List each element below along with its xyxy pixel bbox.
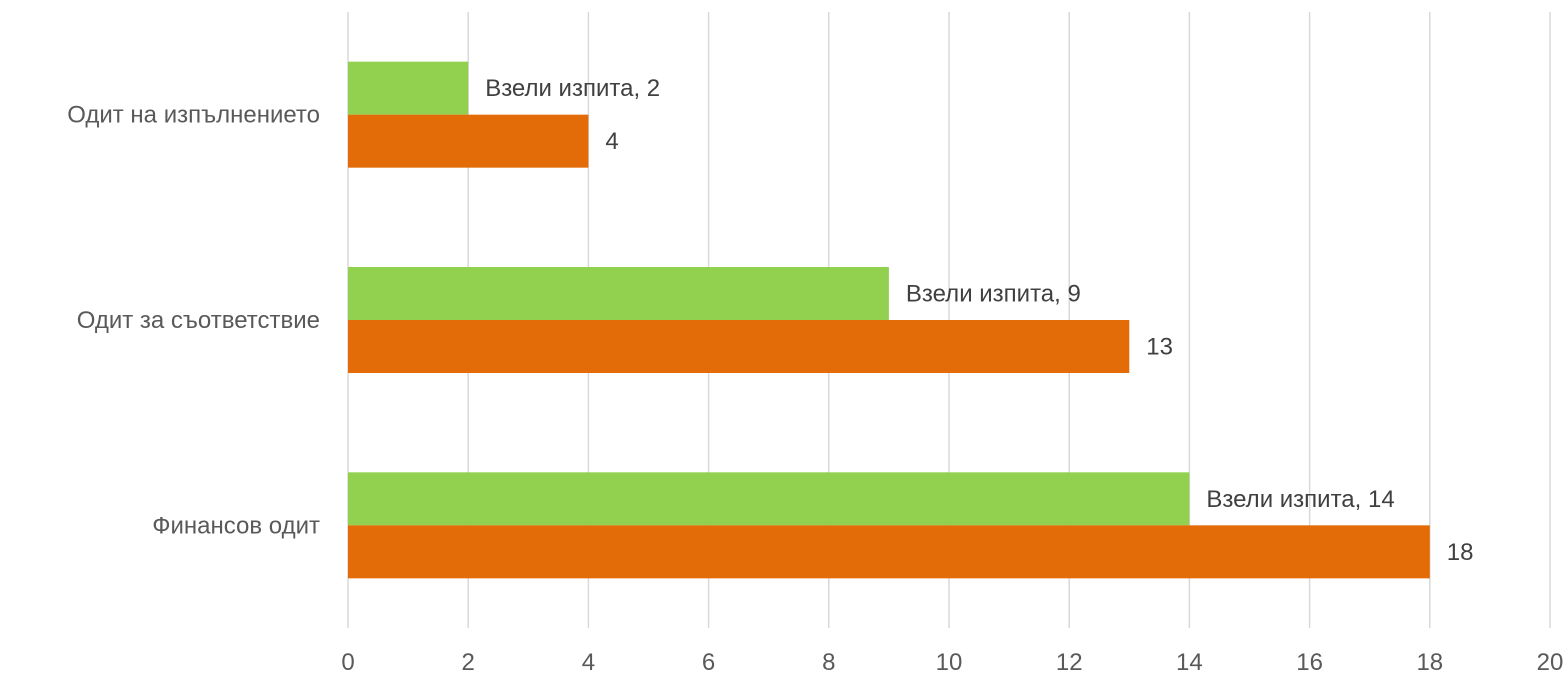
data-label: 18: [1447, 539, 1474, 566]
data-labels: Взели изпита, 2 4 Взели изпита, 9 13 Взели и…: [485, 75, 1473, 566]
data-label: 13: [1146, 334, 1173, 361]
x-axis-ticks: 0 2 4 6 8 10 12 14 16 18 20: [341, 649, 1563, 676]
y-axis-categories: Одит на изпълнението Одит за съответствие…: [67, 102, 320, 540]
x-tick-label: 18: [1416, 649, 1443, 676]
category-label: Одит на изпълнението: [67, 102, 320, 129]
x-tick-label: 14: [1176, 649, 1203, 676]
x-tick-label: 6: [702, 649, 715, 676]
bar-series0-0: [348, 61, 469, 115]
x-tick-label: 12: [1056, 649, 1083, 676]
x-tick-label: 2: [462, 649, 475, 676]
data-label: Взели изпита, 9: [906, 281, 1081, 308]
x-tick-label: 10: [936, 649, 963, 676]
data-label: Взели изпита, 14: [1206, 486, 1394, 513]
bars: [348, 61, 1430, 579]
bar-series1-1: [348, 320, 1130, 373]
x-tick-label: 20: [1537, 649, 1564, 676]
bar-series1-0: [348, 114, 589, 168]
x-tick-label: 0: [341, 649, 354, 676]
data-label: 4: [605, 128, 618, 155]
x-tick-label: 4: [582, 649, 595, 676]
x-tick-label: 8: [822, 649, 835, 676]
bar-series0-1: [348, 267, 889, 320]
category-label: Финансов одит: [152, 512, 320, 539]
data-label: Взели изпита, 2: [485, 75, 660, 102]
x-tick-label: 16: [1296, 649, 1323, 676]
bar-series0-2: [348, 472, 1190, 526]
category-label: Одит за съответствие: [77, 307, 320, 334]
bar-series1-2: [348, 525, 1430, 579]
